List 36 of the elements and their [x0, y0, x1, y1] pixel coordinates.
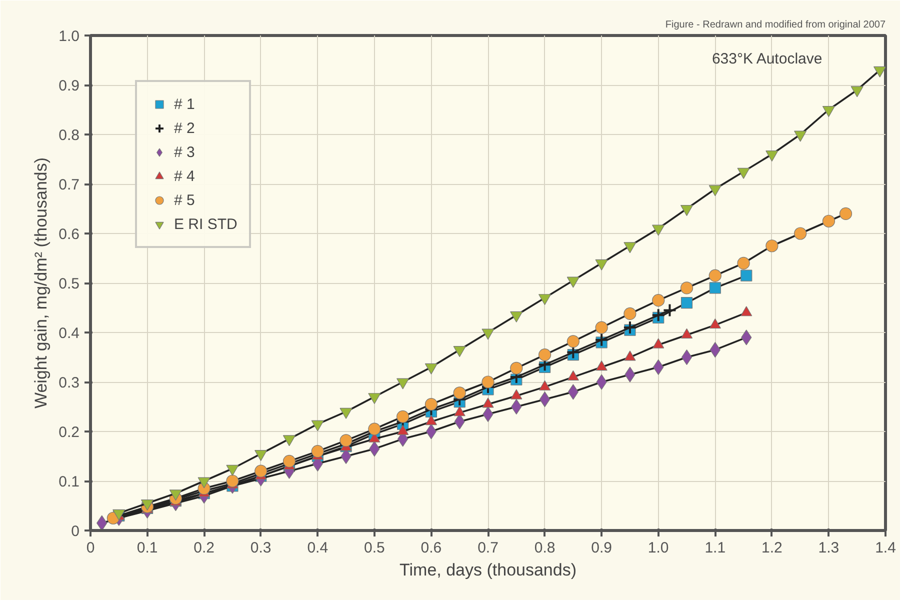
legend-label: # 4: [174, 168, 195, 184]
y-axis-title: Weight gain, mg/dm² (thousands): [32, 157, 51, 409]
x-tick-label: 0.2: [194, 540, 215, 556]
x-tick-label: 1.1: [704, 540, 726, 556]
x-tick-label: 0.9: [591, 540, 612, 556]
x-tick-label: 1.0: [648, 540, 669, 556]
x-tick-label: 0.8: [534, 540, 556, 556]
x-tick-label: 1.4: [875, 540, 896, 556]
x-tick-label: 0.6: [420, 540, 442, 556]
x-tick-label: 0: [86, 540, 95, 556]
x-axis-title: Time, days (thousands): [400, 560, 576, 580]
x-tick-label: 0.5: [364, 540, 385, 556]
legend-label: E RI STD: [174, 216, 238, 232]
x-tick-label: 1.2: [762, 540, 782, 556]
y-tick-label: 0.4: [58, 325, 80, 342]
legend-label: # 2: [174, 120, 195, 136]
y-tick-label: 0: [71, 523, 80, 540]
x-tick-label: 1.3: [818, 540, 840, 556]
legend-label: # 5: [174, 192, 195, 208]
y-tick-label: 1.0: [58, 28, 80, 45]
y-tick-label: 0.7: [58, 176, 80, 194]
text: Figure - Redrawn and modified from original 2007: [665, 20, 886, 30]
legend-label: # 1: [174, 96, 195, 112]
y-tick-label: 0.2: [58, 424, 80, 441]
annotation: 633°K Autoclave: [712, 50, 822, 68]
x-tick-label: 0.3: [250, 540, 272, 556]
legend-label: # 3: [174, 144, 195, 160]
y-tick-label: 0.9: [58, 78, 80, 94]
y-tick-label: 0.8: [58, 127, 80, 144]
x-tick-label: 0.4: [307, 540, 328, 556]
x-tick-label: 0.1: [136, 540, 158, 556]
y-tick-label: 0.3: [58, 374, 80, 392]
y-tick-label: 0.6: [58, 226, 80, 243]
y-tick-label: 0.5: [58, 276, 80, 292]
y-tick-label: 0.1: [58, 474, 80, 490]
x-tick-label: 0.7: [478, 540, 498, 556]
